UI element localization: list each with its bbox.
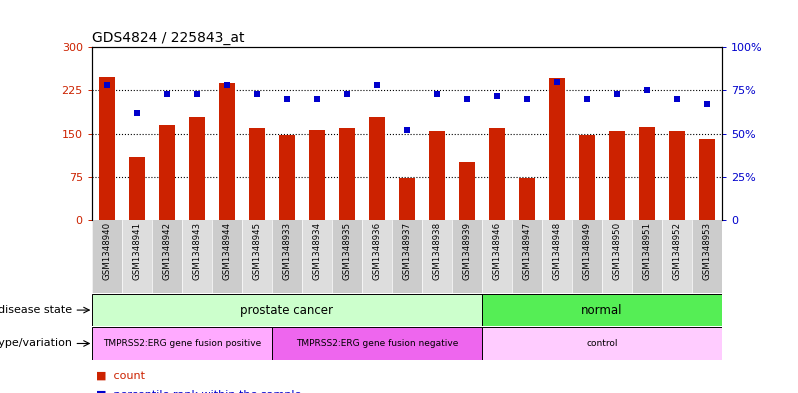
Text: GSM1348952: GSM1348952: [673, 222, 681, 280]
Text: GDS4824 / 225843_at: GDS4824 / 225843_at: [92, 31, 244, 45]
Text: GSM1348941: GSM1348941: [132, 222, 141, 280]
Text: prostate cancer: prostate cancer: [240, 303, 334, 317]
Text: GSM1348946: GSM1348946: [492, 222, 501, 280]
Text: ■  count: ■ count: [96, 370, 144, 380]
Text: GSM1348933: GSM1348933: [282, 222, 291, 280]
Bar: [392, 220, 422, 293]
Text: control: control: [587, 339, 618, 348]
Point: [191, 91, 203, 97]
Bar: [219, 83, 235, 220]
Bar: [699, 140, 716, 220]
Text: disease state: disease state: [0, 305, 73, 315]
Text: GSM1348943: GSM1348943: [192, 222, 201, 280]
Text: TMPRSS2:ERG gene fusion positive: TMPRSS2:ERG gene fusion positive: [103, 339, 261, 348]
Bar: [669, 131, 685, 220]
Point: [281, 96, 294, 102]
Bar: [272, 220, 302, 293]
Bar: [122, 220, 152, 293]
Bar: [92, 327, 272, 360]
Text: TMPRSS2:ERG gene fusion negative: TMPRSS2:ERG gene fusion negative: [296, 339, 458, 348]
Bar: [542, 220, 572, 293]
Bar: [482, 294, 722, 326]
Bar: [429, 131, 445, 220]
Point: [551, 79, 563, 85]
Bar: [452, 220, 482, 293]
Point: [310, 96, 323, 102]
Bar: [309, 130, 325, 220]
Text: GSM1348936: GSM1348936: [373, 222, 381, 280]
Text: GSM1348949: GSM1348949: [583, 222, 591, 280]
Bar: [482, 327, 722, 360]
Text: normal: normal: [582, 303, 623, 317]
Bar: [242, 220, 272, 293]
Text: GSM1348950: GSM1348950: [613, 222, 622, 280]
Bar: [188, 118, 205, 220]
Text: GSM1348944: GSM1348944: [223, 222, 231, 280]
Bar: [249, 128, 265, 220]
Point: [610, 91, 623, 97]
Bar: [159, 125, 175, 220]
Point: [401, 127, 413, 133]
Text: GSM1348947: GSM1348947: [523, 222, 531, 280]
Bar: [459, 162, 476, 220]
Point: [641, 87, 654, 94]
Text: GSM1348940: GSM1348940: [102, 222, 111, 280]
Bar: [211, 220, 242, 293]
Text: GSM1348953: GSM1348953: [703, 222, 712, 280]
Bar: [369, 118, 385, 220]
Bar: [422, 220, 452, 293]
Point: [701, 101, 713, 107]
Bar: [399, 178, 415, 220]
Bar: [362, 220, 392, 293]
Bar: [692, 220, 722, 293]
Bar: [602, 220, 632, 293]
Point: [520, 96, 533, 102]
Bar: [512, 220, 542, 293]
Bar: [302, 220, 332, 293]
Bar: [152, 220, 182, 293]
Bar: [338, 128, 355, 220]
Bar: [332, 220, 362, 293]
Text: GSM1348948: GSM1348948: [552, 222, 562, 280]
Point: [431, 91, 444, 97]
Bar: [639, 127, 655, 220]
Point: [671, 96, 684, 102]
Text: GSM1348938: GSM1348938: [433, 222, 441, 280]
Bar: [98, 77, 115, 220]
Text: genotype/variation: genotype/variation: [0, 338, 73, 349]
Text: GSM1348937: GSM1348937: [402, 222, 412, 280]
Bar: [609, 131, 626, 220]
Bar: [579, 135, 595, 220]
Point: [581, 96, 594, 102]
Bar: [489, 128, 505, 220]
Point: [491, 92, 504, 99]
Point: [101, 82, 113, 88]
Point: [220, 82, 233, 88]
Bar: [182, 220, 211, 293]
Bar: [572, 220, 602, 293]
Text: GSM1348951: GSM1348951: [642, 222, 652, 280]
Bar: [92, 220, 122, 293]
Text: GSM1348935: GSM1348935: [342, 222, 351, 280]
Bar: [549, 78, 565, 220]
Point: [370, 82, 383, 88]
Point: [341, 91, 354, 97]
Text: GSM1348939: GSM1348939: [463, 222, 472, 280]
Bar: [272, 327, 482, 360]
Bar: [519, 178, 535, 220]
Text: GSM1348942: GSM1348942: [162, 222, 172, 280]
Text: GSM1348945: GSM1348945: [252, 222, 262, 280]
Point: [460, 96, 473, 102]
Text: ■  percentile rank within the sample: ■ percentile rank within the sample: [96, 390, 301, 393]
Bar: [279, 135, 295, 220]
Text: GSM1348934: GSM1348934: [313, 222, 322, 280]
Bar: [662, 220, 692, 293]
Point: [160, 91, 173, 97]
Point: [251, 91, 263, 97]
Point: [130, 110, 143, 116]
Bar: [92, 294, 482, 326]
Bar: [128, 157, 145, 220]
Bar: [482, 220, 512, 293]
Bar: [632, 220, 662, 293]
